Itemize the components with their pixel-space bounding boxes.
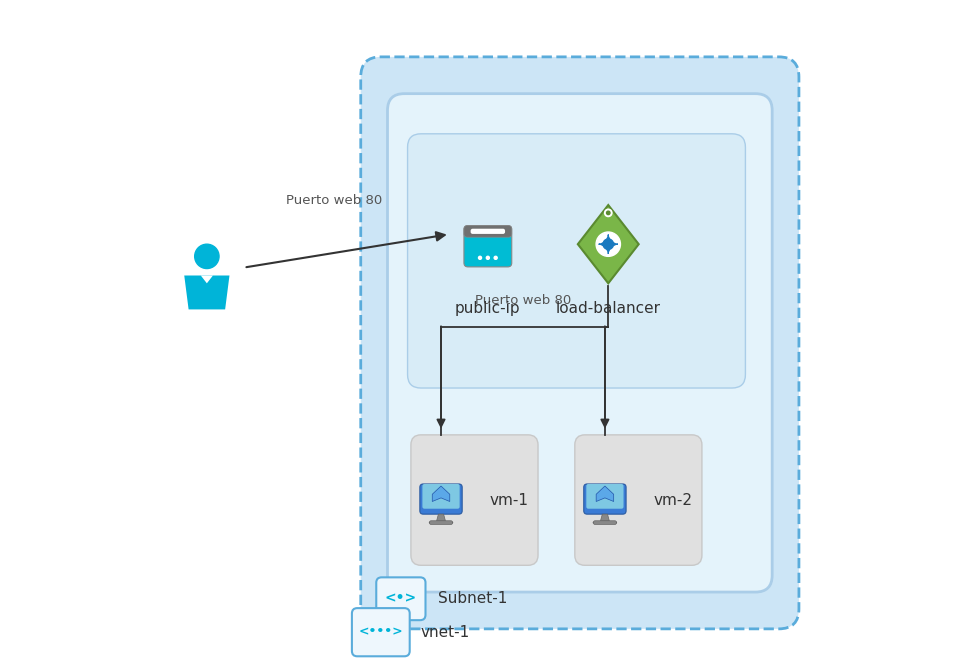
Polygon shape [184,276,230,310]
Circle shape [603,239,613,250]
FancyBboxPatch shape [586,484,623,508]
Polygon shape [578,205,639,284]
FancyBboxPatch shape [360,57,798,629]
Text: load-balancer: load-balancer [556,301,661,316]
FancyBboxPatch shape [429,520,453,524]
FancyBboxPatch shape [411,435,538,565]
FancyBboxPatch shape [464,225,512,237]
Circle shape [605,209,612,217]
FancyBboxPatch shape [471,229,505,234]
Circle shape [607,211,610,215]
Polygon shape [601,514,610,520]
FancyBboxPatch shape [464,225,512,267]
FancyBboxPatch shape [420,484,462,514]
Text: vm-2: vm-2 [654,492,693,508]
Text: <•>: <•> [385,592,417,605]
FancyBboxPatch shape [408,134,745,388]
FancyBboxPatch shape [388,94,772,592]
Circle shape [596,232,620,256]
Circle shape [494,256,497,260]
FancyBboxPatch shape [593,520,616,524]
FancyBboxPatch shape [352,608,410,656]
FancyBboxPatch shape [583,484,626,514]
Circle shape [195,244,219,268]
Circle shape [479,256,482,260]
FancyBboxPatch shape [422,484,459,508]
Polygon shape [596,486,613,502]
FancyBboxPatch shape [376,577,425,620]
Text: public-ip: public-ip [455,301,520,316]
Text: Subnet-1: Subnet-1 [438,591,507,606]
Text: vnet-1: vnet-1 [421,625,470,640]
Text: vm-1: vm-1 [489,492,529,508]
Circle shape [486,256,489,260]
Polygon shape [201,276,213,284]
Text: Puerto web 80: Puerto web 80 [475,294,571,307]
Text: Puerto web 80: Puerto web 80 [286,195,382,207]
Polygon shape [437,514,446,520]
Polygon shape [432,486,450,502]
Text: <•••>: <•••> [359,626,403,639]
FancyBboxPatch shape [575,435,702,565]
